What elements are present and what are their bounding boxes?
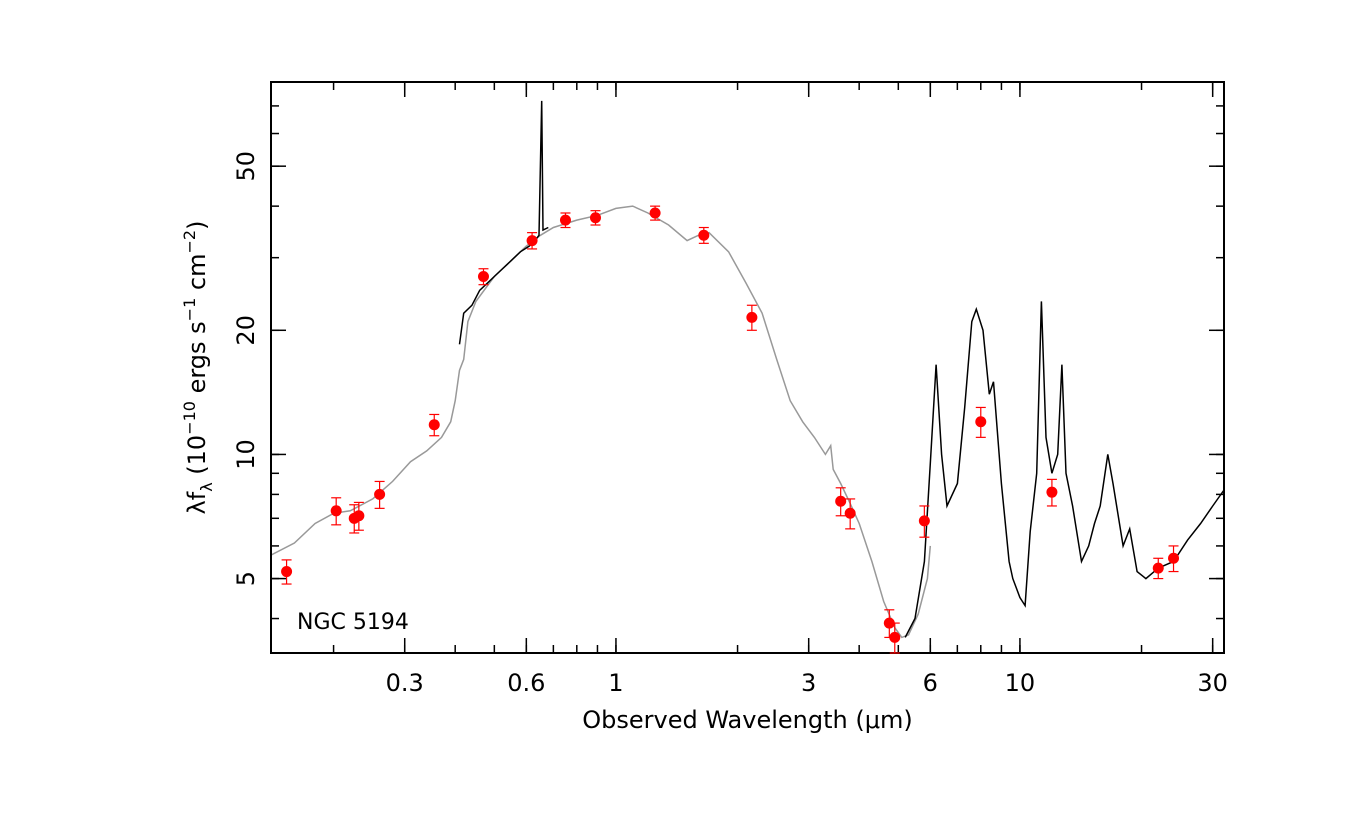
x-axis-label: Observed Wavelength (μm) bbox=[582, 706, 912, 734]
y-axis-label: λfλ (10−10 ergs s−1 cm−2) bbox=[180, 221, 216, 515]
data-point bbox=[374, 488, 386, 500]
observed-optical-spectrum-line bbox=[458, 100, 549, 345]
galaxy-annotation: NGC 5194 bbox=[297, 610, 409, 635]
x-tick-label: 30 bbox=[1197, 669, 1228, 697]
data-point bbox=[526, 235, 538, 247]
x-tick-label: 0.6 bbox=[507, 669, 545, 697]
data-point bbox=[330, 505, 342, 517]
data-point bbox=[889, 631, 901, 643]
y-tick-label: 20 bbox=[232, 315, 260, 346]
data-point bbox=[1046, 486, 1058, 498]
x-tick-label: 6 bbox=[923, 669, 938, 697]
data-point bbox=[353, 510, 365, 522]
data-point bbox=[746, 311, 758, 323]
plot-frame bbox=[270, 81, 1225, 654]
data-point bbox=[281, 566, 293, 578]
model-spectrum-line bbox=[271, 205, 932, 639]
data-point bbox=[698, 229, 710, 241]
data-point bbox=[844, 507, 856, 519]
data-point bbox=[559, 214, 571, 226]
x-tick-label: 3 bbox=[801, 669, 816, 697]
x-tick-label: 1 bbox=[608, 669, 623, 697]
data-point bbox=[918, 515, 930, 527]
photometry-points bbox=[281, 205, 1180, 654]
axis-ticks: 0.3 0.6 1 3 6 10 30 5 10 20 50 bbox=[232, 82, 1228, 697]
data-point bbox=[649, 207, 661, 219]
data-point bbox=[883, 617, 895, 629]
observed-ir-spectrum-line bbox=[904, 301, 1224, 638]
data-point bbox=[590, 212, 602, 224]
y-tick-label: 5 bbox=[232, 571, 260, 586]
plot-area bbox=[271, 100, 1224, 639]
data-point bbox=[428, 419, 440, 431]
data-point bbox=[477, 271, 489, 283]
x-tick-label: 0.3 bbox=[386, 669, 424, 697]
data-point bbox=[1152, 562, 1164, 574]
x-tick-label: 10 bbox=[1005, 669, 1036, 697]
data-point bbox=[1168, 552, 1180, 564]
data-point bbox=[975, 416, 987, 428]
y-tick-label: 50 bbox=[232, 151, 260, 182]
y-tick-label: 10 bbox=[232, 439, 260, 470]
data-point bbox=[835, 495, 847, 507]
